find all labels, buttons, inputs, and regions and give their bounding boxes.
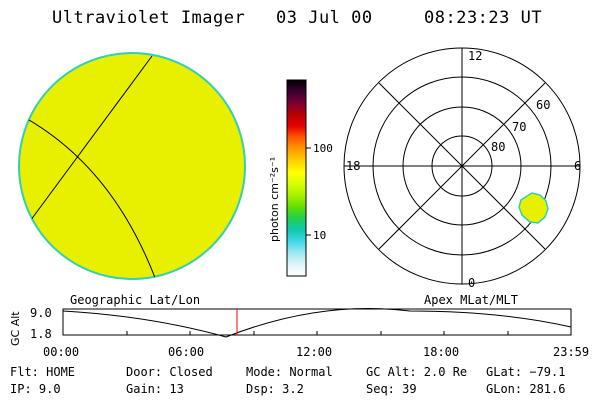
footer-dsp: Dsp: 3.2 — [246, 382, 304, 396]
footer-glat: GLat: −79.1 — [486, 365, 566, 379]
app-title: Ultraviolet Imager — [52, 8, 246, 28]
x-tick-0600: 06:00 — [168, 345, 204, 359]
footer-seq: Seq: 39 — [366, 382, 417, 396]
polar-diagonal-2 — [378, 82, 546, 250]
mlt-label-12: 12 — [468, 49, 482, 63]
colorbar-bar — [286, 79, 307, 277]
uv-disk — [18, 52, 246, 280]
aurora-blob — [518, 192, 549, 224]
colorbar: 100 10 photon cm⁻²s⁻¹ — [268, 79, 333, 277]
x-tick-0000: 00:00 — [43, 345, 79, 359]
altitude-curve — [62, 307, 572, 338]
altitude-axis-label: GC Alt — [9, 311, 22, 346]
x-tick-1200: 12:00 — [296, 345, 332, 359]
colorbar-unit-label: photon cm⁻²s⁻¹ — [268, 157, 281, 242]
footer-door: Door: Closed — [126, 365, 213, 379]
meridian-line — [21, 55, 153, 233]
footer-gcalt: GC Alt: 2.0 Re — [366, 365, 468, 379]
apex-label: Apex MLat/MLT — [424, 293, 518, 307]
mlt-label-18: 18 — [346, 159, 360, 173]
y-tick-9: 9.0 — [30, 306, 52, 320]
header-date: 03 Jul 00 — [276, 8, 373, 28]
mlt-label-0: 0 — [468, 276, 475, 290]
lat-label-60: 60 — [536, 98, 550, 112]
footer-ip: IP: 9.0 — [10, 382, 61, 396]
header-time: 08:23:23 UT — [424, 8, 543, 28]
lat-label-70: 70 — [512, 120, 526, 134]
mlt-label-6: 6 — [574, 159, 581, 173]
footer-flt: Flt: HOME — [10, 365, 76, 379]
footer-gain: Gain: 13 — [126, 382, 184, 396]
geographic-label: Geographic Lat/Lon — [70, 293, 201, 307]
y-tick-1: 1.8 — [30, 327, 52, 341]
colorbar-tick-label-100: 100 — [313, 142, 333, 155]
footer-mode: Mode: Normal — [246, 365, 333, 379]
colorbar-tick-label-10: 10 — [313, 229, 326, 242]
geographic-image — [18, 52, 246, 280]
polar-plot — [343, 47, 581, 285]
altitude-plot: GC Alt 9.0 1.8 00:00 06:00 12:00 18:00 2… — [9, 306, 589, 359]
x-tick-2359: 23:59 — [553, 345, 589, 359]
lat-label-80: 80 — [491, 140, 505, 154]
latitude-arc — [21, 115, 164, 279]
footer-glon: GLon: 281.6 — [486, 382, 566, 396]
x-tick-1800: 18:00 — [423, 345, 459, 359]
